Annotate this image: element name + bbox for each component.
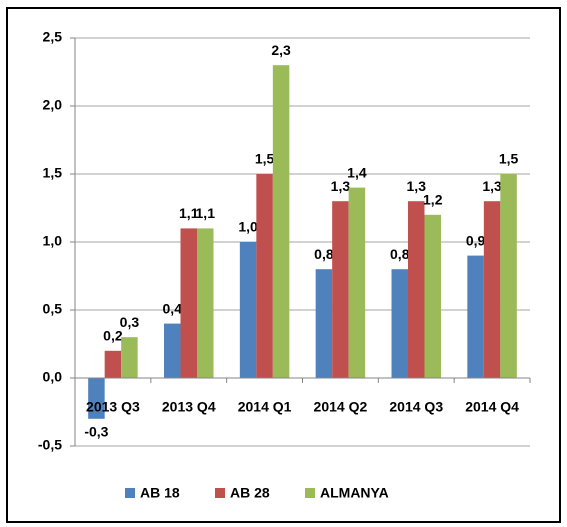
bar — [121, 337, 138, 378]
y-tick-label: 0,0 — [43, 369, 63, 385]
legend-swatch — [125, 488, 135, 498]
data-label: 0,9 — [466, 232, 486, 248]
data-label: 1,3 — [482, 178, 502, 194]
data-label: 1,4 — [347, 164, 367, 180]
bar — [332, 201, 349, 378]
data-label: 1,5 — [499, 151, 519, 167]
data-label: -0,3 — [84, 424, 108, 440]
x-tick-label: 2014 Q4 — [465, 399, 519, 415]
data-label: 1,2 — [423, 192, 443, 208]
y-tick-label: 0,5 — [43, 301, 63, 317]
bar — [424, 214, 441, 378]
data-label: 1,0 — [238, 219, 258, 235]
bar — [408, 201, 425, 378]
data-label: 0,8 — [390, 246, 410, 262]
legend-label: AB 28 — [230, 485, 270, 501]
legend-label: AB 18 — [140, 485, 180, 501]
data-label: 2,3 — [271, 42, 291, 58]
bar — [500, 174, 517, 378]
data-label: 0,4 — [163, 300, 183, 316]
data-label: 0,8 — [314, 246, 334, 262]
bar — [104, 350, 122, 378]
bar — [256, 174, 273, 378]
y-tick-label: 2,0 — [43, 97, 63, 113]
y-tick-label: 2,5 — [43, 29, 63, 45]
y-tick-label: 1,0 — [43, 233, 63, 249]
bar — [467, 255, 484, 378]
bar — [315, 269, 333, 378]
data-label: 1,3 — [331, 178, 351, 194]
bar — [348, 187, 366, 378]
data-label: 1,5 — [255, 151, 275, 167]
legend-swatch — [305, 488, 315, 498]
legend-swatch — [215, 488, 225, 498]
y-tick-label: -0,5 — [38, 437, 62, 453]
bar — [272, 65, 290, 378]
x-tick-label: 2014 Q3 — [389, 399, 443, 415]
data-label: 1,1 — [179, 205, 199, 221]
data-label: 1,3 — [407, 178, 427, 194]
bar — [197, 228, 214, 378]
x-tick-label: 2013 Q3 — [86, 399, 140, 415]
x-tick-label: 2014 Q1 — [238, 399, 292, 415]
bar — [88, 378, 105, 419]
bar — [391, 269, 408, 378]
bar — [180, 228, 197, 378]
bar — [239, 242, 257, 378]
legend-label: ALMANYA — [320, 485, 389, 501]
data-label: 0,2 — [103, 328, 123, 344]
bar — [483, 201, 501, 378]
x-tick-label: 2013 Q4 — [162, 399, 216, 415]
data-label: 1,1 — [196, 205, 216, 221]
x-tick-label: 2014 Q2 — [314, 399, 368, 415]
y-tick-label: 1,5 — [43, 165, 63, 181]
bar — [164, 323, 181, 378]
data-label: 0,3 — [120, 314, 140, 330]
